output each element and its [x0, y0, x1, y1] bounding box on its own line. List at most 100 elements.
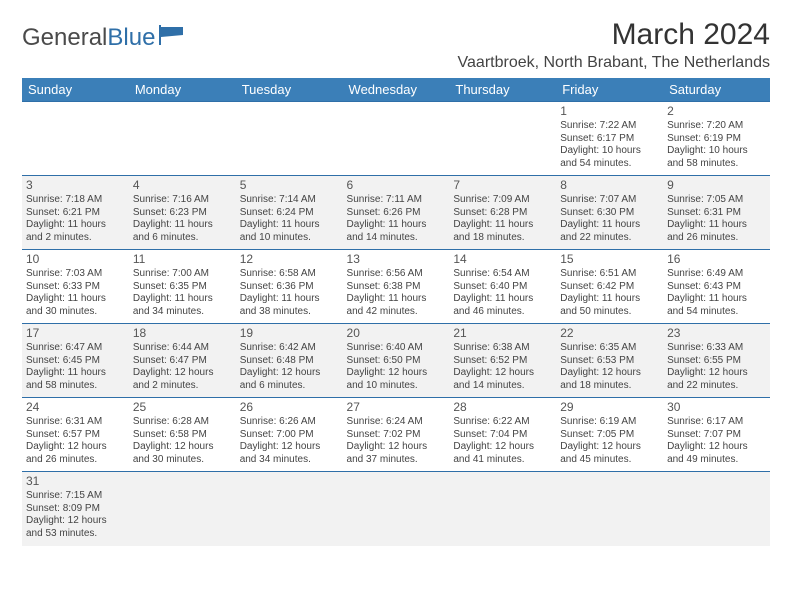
day-number: 2 — [667, 104, 766, 119]
day-number: 12 — [240, 252, 339, 267]
day-number: 7 — [453, 178, 552, 193]
day-info: Sunrise: 6:58 AMSunset: 6:36 PMDaylight:… — [240, 268, 339, 318]
calendar-day-cell: 4Sunrise: 7:16 AMSunset: 6:23 PMDaylight… — [129, 176, 236, 250]
calendar-day-cell: 22Sunrise: 6:35 AMSunset: 6:53 PMDayligh… — [556, 324, 663, 398]
day-number: 30 — [667, 400, 766, 415]
calendar-day-cell: 3Sunrise: 7:18 AMSunset: 6:21 PMDaylight… — [22, 176, 129, 250]
day-number: 20 — [347, 326, 446, 341]
day-number: 25 — [133, 400, 232, 415]
day-number: 4 — [133, 178, 232, 193]
calendar-table: SundayMondayTuesdayWednesdayThursdayFrid… — [22, 78, 770, 546]
day-number: 10 — [26, 252, 125, 267]
day-info: Sunrise: 7:22 AMSunset: 6:17 PMDaylight:… — [560, 120, 659, 170]
calendar-week-row: 24Sunrise: 6:31 AMSunset: 6:57 PMDayligh… — [22, 398, 770, 472]
calendar-day-cell: 24Sunrise: 6:31 AMSunset: 6:57 PMDayligh… — [22, 398, 129, 472]
day-number: 23 — [667, 326, 766, 341]
calendar-week-row: 1Sunrise: 7:22 AMSunset: 6:17 PMDaylight… — [22, 102, 770, 176]
calendar-day-cell — [129, 102, 236, 176]
day-info: Sunrise: 6:54 AMSunset: 6:40 PMDaylight:… — [453, 268, 552, 318]
day-info: Sunrise: 6:51 AMSunset: 6:42 PMDaylight:… — [560, 268, 659, 318]
calendar-day-cell: 21Sunrise: 6:38 AMSunset: 6:52 PMDayligh… — [449, 324, 556, 398]
day-number: 15 — [560, 252, 659, 267]
calendar-day-cell: 29Sunrise: 6:19 AMSunset: 7:05 PMDayligh… — [556, 398, 663, 472]
calendar-day-cell: 23Sunrise: 6:33 AMSunset: 6:55 PMDayligh… — [663, 324, 770, 398]
calendar-day-cell — [129, 472, 236, 546]
location: Vaartbroek, North Brabant, The Netherlan… — [458, 54, 770, 72]
calendar-day-cell: 25Sunrise: 6:28 AMSunset: 6:58 PMDayligh… — [129, 398, 236, 472]
calendar-day-cell: 31Sunrise: 7:15 AMSunset: 8:09 PMDayligh… — [22, 472, 129, 546]
day-number: 14 — [453, 252, 552, 267]
calendar-day-cell — [236, 472, 343, 546]
calendar-day-cell: 27Sunrise: 6:24 AMSunset: 7:02 PMDayligh… — [343, 398, 450, 472]
calendar-day-cell: 9Sunrise: 7:05 AMSunset: 6:31 PMDaylight… — [663, 176, 770, 250]
calendar-day-cell: 26Sunrise: 6:26 AMSunset: 7:00 PMDayligh… — [236, 398, 343, 472]
header: GeneralBlue March 2024 Vaartbroek, North… — [22, 18, 770, 72]
calendar-day-cell: 20Sunrise: 6:40 AMSunset: 6:50 PMDayligh… — [343, 324, 450, 398]
day-number: 16 — [667, 252, 766, 267]
calendar-day-cell: 12Sunrise: 6:58 AMSunset: 6:36 PMDayligh… — [236, 250, 343, 324]
day-info: Sunrise: 6:31 AMSunset: 6:57 PMDaylight:… — [26, 416, 125, 466]
calendar-week-row: 17Sunrise: 6:47 AMSunset: 6:45 PMDayligh… — [22, 324, 770, 398]
calendar-day-cell — [449, 472, 556, 546]
day-number: 8 — [560, 178, 659, 193]
calendar-day-cell: 16Sunrise: 6:49 AMSunset: 6:43 PMDayligh… — [663, 250, 770, 324]
day-info: Sunrise: 6:40 AMSunset: 6:50 PMDaylight:… — [347, 342, 446, 392]
day-info: Sunrise: 7:07 AMSunset: 6:30 PMDaylight:… — [560, 194, 659, 244]
calendar-day-cell: 28Sunrise: 6:22 AMSunset: 7:04 PMDayligh… — [449, 398, 556, 472]
calendar-day-cell: 11Sunrise: 7:00 AMSunset: 6:35 PMDayligh… — [129, 250, 236, 324]
day-info: Sunrise: 7:14 AMSunset: 6:24 PMDaylight:… — [240, 194, 339, 244]
calendar-day-cell: 10Sunrise: 7:03 AMSunset: 6:33 PMDayligh… — [22, 250, 129, 324]
calendar-day-cell — [343, 472, 450, 546]
calendar-day-cell: 30Sunrise: 6:17 AMSunset: 7:07 PMDayligh… — [663, 398, 770, 472]
day-number: 21 — [453, 326, 552, 341]
day-number: 28 — [453, 400, 552, 415]
calendar-day-cell — [236, 102, 343, 176]
day-number: 31 — [26, 474, 125, 489]
calendar-day-cell — [556, 472, 663, 546]
calendar-week-row: 3Sunrise: 7:18 AMSunset: 6:21 PMDaylight… — [22, 176, 770, 250]
calendar-day-cell: 2Sunrise: 7:20 AMSunset: 6:19 PMDaylight… — [663, 102, 770, 176]
day-number: 29 — [560, 400, 659, 415]
day-info: Sunrise: 6:47 AMSunset: 6:45 PMDaylight:… — [26, 342, 125, 392]
day-number: 9 — [667, 178, 766, 193]
day-number: 19 — [240, 326, 339, 341]
flag-icon — [159, 24, 187, 52]
calendar-body: 1Sunrise: 7:22 AMSunset: 6:17 PMDaylight… — [22, 102, 770, 546]
day-number: 17 — [26, 326, 125, 341]
weekday-header: Monday — [129, 78, 236, 102]
calendar-day-cell: 13Sunrise: 6:56 AMSunset: 6:38 PMDayligh… — [343, 250, 450, 324]
calendar-day-cell: 6Sunrise: 7:11 AMSunset: 6:26 PMDaylight… — [343, 176, 450, 250]
day-number: 27 — [347, 400, 446, 415]
day-info: Sunrise: 7:16 AMSunset: 6:23 PMDaylight:… — [133, 194, 232, 244]
calendar-day-cell: 19Sunrise: 6:42 AMSunset: 6:48 PMDayligh… — [236, 324, 343, 398]
day-info: Sunrise: 7:18 AMSunset: 6:21 PMDaylight:… — [26, 194, 125, 244]
day-info: Sunrise: 6:44 AMSunset: 6:47 PMDaylight:… — [133, 342, 232, 392]
day-info: Sunrise: 6:19 AMSunset: 7:05 PMDaylight:… — [560, 416, 659, 466]
calendar-day-cell: 15Sunrise: 6:51 AMSunset: 6:42 PMDayligh… — [556, 250, 663, 324]
logo-text-2: Blue — [107, 24, 155, 52]
weekday-header: Tuesday — [236, 78, 343, 102]
calendar-day-cell — [663, 472, 770, 546]
weekday-header: Friday — [556, 78, 663, 102]
weekday-header-row: SundayMondayTuesdayWednesdayThursdayFrid… — [22, 78, 770, 102]
calendar-day-cell: 8Sunrise: 7:07 AMSunset: 6:30 PMDaylight… — [556, 176, 663, 250]
day-info: Sunrise: 6:42 AMSunset: 6:48 PMDaylight:… — [240, 342, 339, 392]
calendar-day-cell: 18Sunrise: 6:44 AMSunset: 6:47 PMDayligh… — [129, 324, 236, 398]
logo-text-1: General — [22, 24, 107, 52]
day-info: Sunrise: 7:00 AMSunset: 6:35 PMDaylight:… — [133, 268, 232, 318]
day-info: Sunrise: 6:49 AMSunset: 6:43 PMDaylight:… — [667, 268, 766, 318]
calendar-day-cell: 1Sunrise: 7:22 AMSunset: 6:17 PMDaylight… — [556, 102, 663, 176]
day-info: Sunrise: 6:24 AMSunset: 7:02 PMDaylight:… — [347, 416, 446, 466]
weekday-header: Thursday — [449, 78, 556, 102]
day-number: 5 — [240, 178, 339, 193]
day-number: 11 — [133, 252, 232, 267]
day-number: 26 — [240, 400, 339, 415]
day-number: 24 — [26, 400, 125, 415]
calendar-day-cell — [449, 102, 556, 176]
day-info: Sunrise: 6:35 AMSunset: 6:53 PMDaylight:… — [560, 342, 659, 392]
day-number: 22 — [560, 326, 659, 341]
day-info: Sunrise: 7:15 AMSunset: 8:09 PMDaylight:… — [26, 490, 125, 540]
calendar-day-cell — [343, 102, 450, 176]
calendar-week-row: 31Sunrise: 7:15 AMSunset: 8:09 PMDayligh… — [22, 472, 770, 546]
day-number: 13 — [347, 252, 446, 267]
